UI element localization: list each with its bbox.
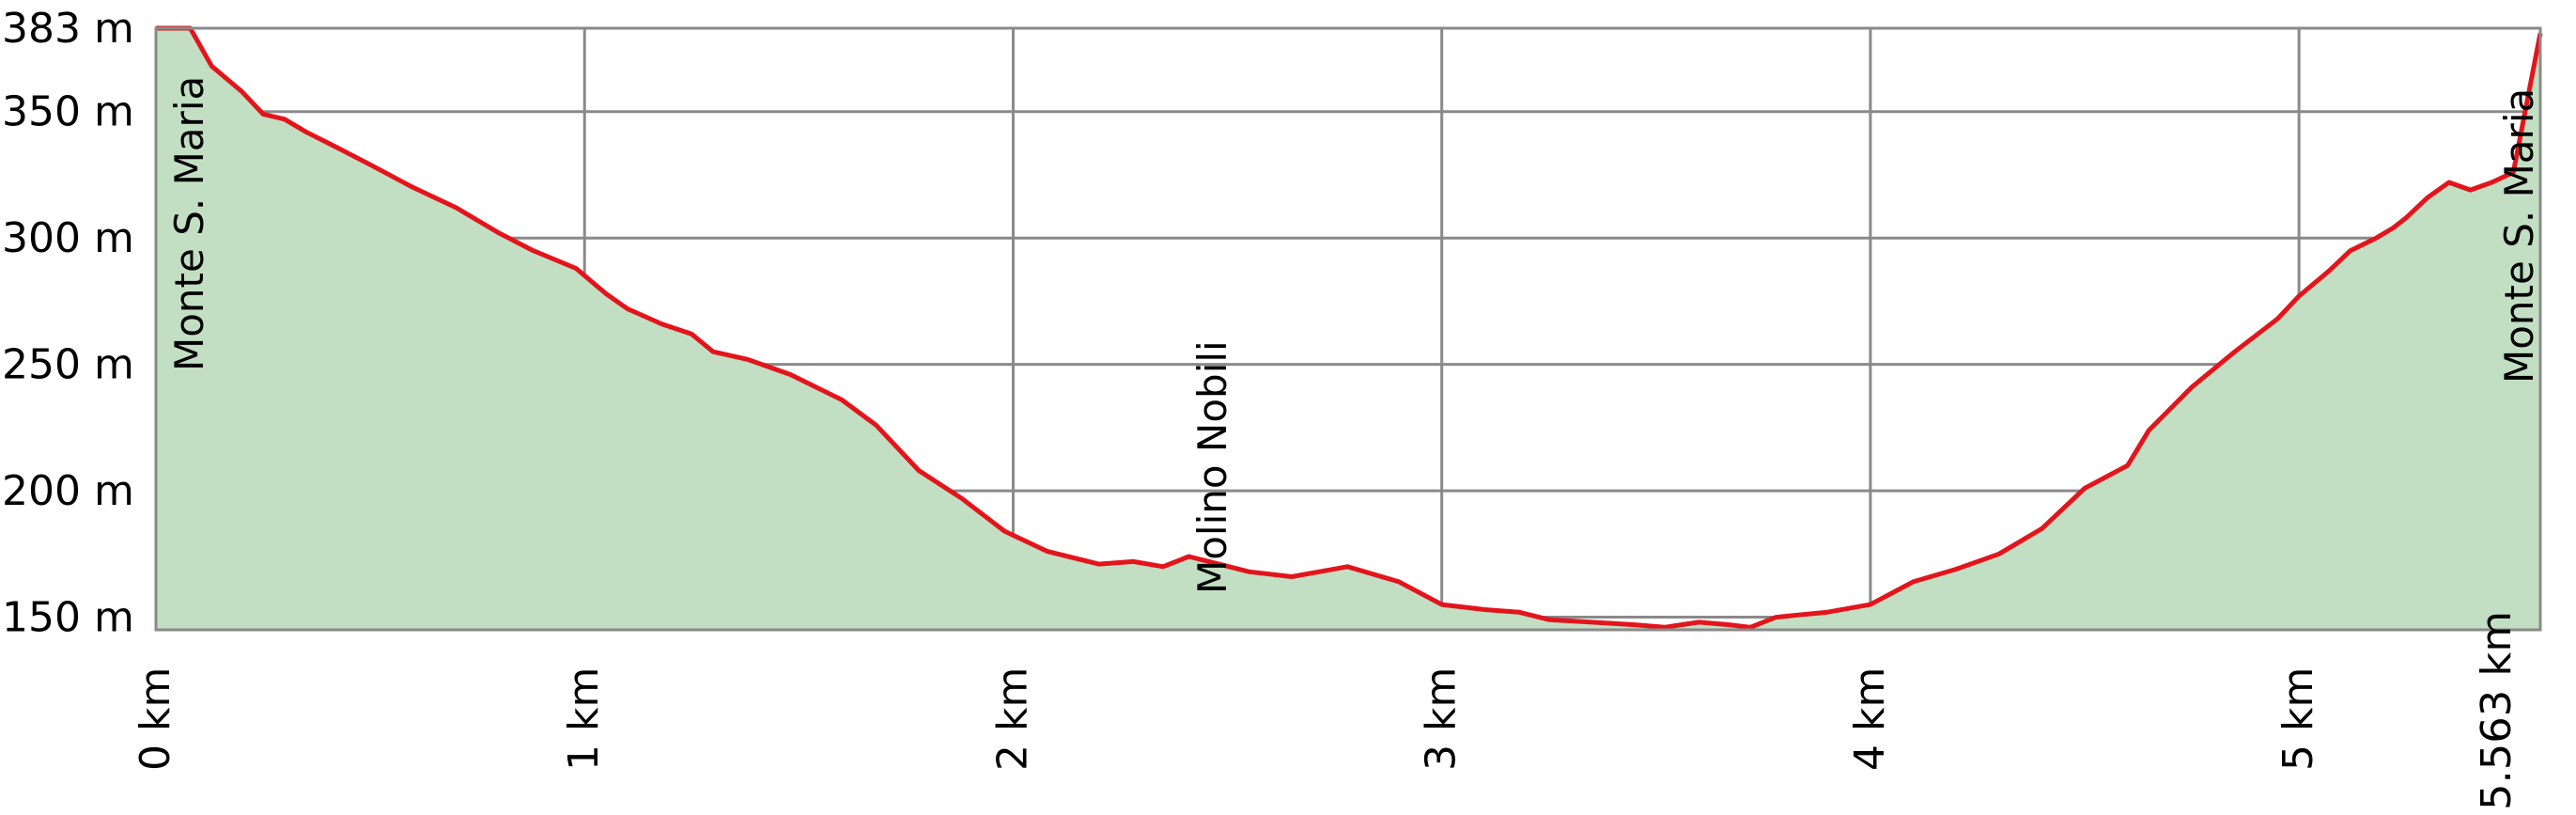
waypoint-label: Molino Nobili xyxy=(1189,340,1235,594)
y-tick-label: 250 m xyxy=(2,341,134,389)
x-tick-label: 1 km xyxy=(560,667,608,771)
waypoint-label: Monte S. Maria xyxy=(2496,88,2542,384)
x-axis-ticks: 0 km 1 km 2 km 3 km 4 km 5 km 5.563 km xyxy=(132,611,2521,810)
y-tick-label: 150 m xyxy=(2,594,134,642)
plot-frame xyxy=(154,26,2542,632)
y-axis-ticks: 150 m 200 m 250 m 300 m 350 m 383 m xyxy=(2,5,134,642)
waypoint-labels: Monte S. Maria Molino Nobili Monte S. Mari… xyxy=(166,76,2542,594)
waypoint-label: Monte S. Maria xyxy=(166,76,212,371)
y-tick-label: 350 m xyxy=(2,88,134,136)
y-tick-label: 200 m xyxy=(2,467,134,515)
elevation-area xyxy=(156,28,2540,630)
x-tick-label: 2 km xyxy=(988,667,1036,771)
y-tick-label: 383 m xyxy=(2,5,134,53)
x-tick-label: 3 km xyxy=(1418,667,1466,771)
x-tick-label: 5 km xyxy=(2274,667,2322,771)
x-tick-label: 0 km xyxy=(132,667,179,771)
elevation-line xyxy=(156,25,2543,630)
x-tick-label: 5.563 km xyxy=(2473,611,2521,810)
x-tick-label: 4 km xyxy=(1846,667,1894,771)
y-tick-label: 300 m xyxy=(2,214,134,262)
